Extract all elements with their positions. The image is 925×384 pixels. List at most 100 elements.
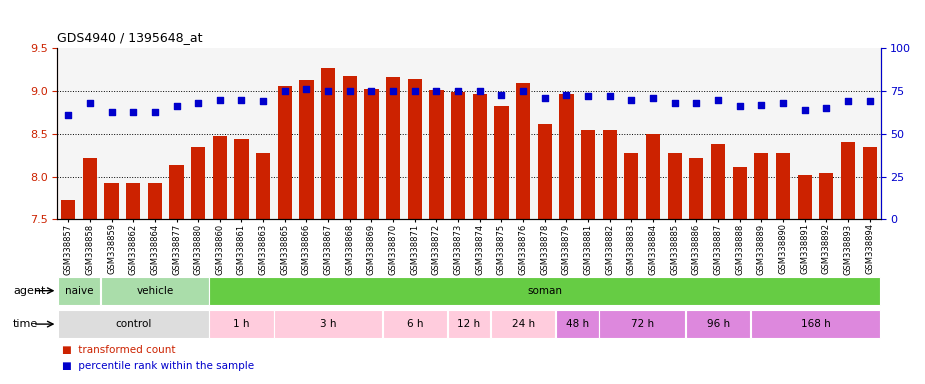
Point: [624, 96, 639, 103]
Bar: [343, 76, 357, 219]
Point: [126, 109, 141, 115]
Bar: [278, 86, 292, 219]
Bar: [213, 136, 227, 219]
Bar: [841, 142, 855, 219]
Text: naive: naive: [65, 286, 93, 296]
Bar: [126, 182, 141, 219]
Bar: [101, 276, 209, 305]
Point: [278, 88, 292, 94]
Text: 48 h: 48 h: [566, 319, 589, 329]
Bar: [685, 310, 750, 338]
Point: [689, 100, 704, 106]
Bar: [495, 106, 509, 219]
Bar: [57, 310, 209, 338]
Point: [797, 107, 812, 113]
Point: [255, 98, 270, 104]
Bar: [209, 310, 274, 338]
Bar: [386, 78, 401, 219]
Text: 72 h: 72 h: [631, 319, 654, 329]
Point: [61, 112, 76, 118]
Bar: [105, 182, 118, 219]
Point: [841, 98, 856, 104]
Bar: [751, 310, 881, 338]
Point: [213, 96, 228, 103]
Bar: [191, 147, 205, 219]
Bar: [148, 184, 162, 219]
Bar: [624, 154, 638, 219]
Bar: [820, 173, 833, 219]
Point: [386, 88, 401, 94]
Bar: [537, 124, 552, 219]
Bar: [256, 152, 270, 219]
Bar: [646, 134, 660, 219]
Point: [862, 98, 877, 104]
Text: ■  transformed count: ■ transformed count: [62, 345, 176, 355]
Bar: [61, 200, 75, 219]
Bar: [516, 83, 530, 219]
Bar: [668, 154, 682, 219]
Bar: [300, 80, 314, 219]
Bar: [274, 310, 382, 338]
Point: [234, 96, 249, 103]
Point: [710, 96, 725, 103]
Text: 3 h: 3 h: [320, 319, 337, 329]
Text: control: control: [115, 319, 152, 329]
Point: [537, 95, 552, 101]
Point: [105, 109, 119, 115]
Point: [733, 103, 747, 109]
Point: [516, 88, 531, 94]
Bar: [776, 152, 790, 219]
Text: 96 h: 96 h: [707, 319, 730, 329]
Point: [191, 100, 205, 106]
Bar: [209, 276, 881, 305]
Point: [429, 88, 444, 94]
Point: [364, 88, 379, 94]
Point: [407, 88, 422, 94]
Bar: [234, 139, 249, 219]
Bar: [321, 68, 335, 219]
Point: [450, 88, 465, 94]
Text: 12 h: 12 h: [457, 319, 481, 329]
Point: [581, 93, 596, 99]
Point: [169, 103, 184, 109]
Bar: [57, 276, 101, 305]
Point: [776, 100, 791, 106]
Point: [473, 88, 487, 94]
Point: [82, 100, 97, 106]
Bar: [364, 89, 378, 219]
Text: 6 h: 6 h: [407, 319, 423, 329]
Bar: [83, 158, 97, 219]
Point: [754, 102, 769, 108]
Text: 24 h: 24 h: [512, 319, 535, 329]
Bar: [863, 147, 877, 219]
Text: vehicle: vehicle: [136, 286, 174, 296]
Bar: [599, 310, 685, 338]
Text: time: time: [13, 319, 38, 329]
Bar: [448, 310, 490, 338]
Bar: [689, 158, 704, 219]
Point: [342, 88, 357, 94]
Bar: [755, 152, 769, 219]
Bar: [491, 310, 555, 338]
Bar: [581, 129, 595, 219]
Point: [299, 86, 314, 93]
Bar: [556, 310, 598, 338]
Text: 168 h: 168 h: [801, 319, 831, 329]
Point: [646, 95, 660, 101]
Text: agent: agent: [13, 286, 45, 296]
Bar: [711, 144, 725, 219]
Bar: [451, 92, 465, 219]
Bar: [429, 90, 443, 219]
Bar: [408, 79, 422, 219]
Point: [559, 91, 574, 98]
Bar: [733, 167, 746, 219]
Bar: [797, 175, 812, 219]
Point: [819, 105, 833, 111]
Bar: [169, 166, 183, 219]
Bar: [383, 310, 447, 338]
Text: soman: soman: [527, 286, 562, 296]
Text: ■  percentile rank within the sample: ■ percentile rank within the sample: [62, 361, 254, 371]
Text: 1 h: 1 h: [233, 319, 250, 329]
Text: GDS4940 / 1395648_at: GDS4940 / 1395648_at: [57, 31, 203, 44]
Bar: [560, 94, 574, 219]
